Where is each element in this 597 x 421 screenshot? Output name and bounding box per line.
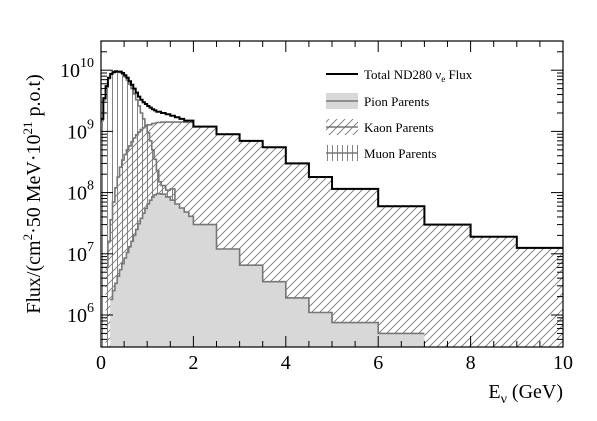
series-layer: [101, 70, 563, 348]
y-tick-label: 107: [67, 240, 94, 266]
series-line-total: [101, 70, 563, 249]
x-tick-label: 8: [466, 352, 476, 374]
x-axis-title: Eν (GeV): [488, 381, 563, 407]
x-tick-label: 10: [553, 352, 573, 374]
legend-label-kaon: Kaon Parents: [364, 120, 434, 135]
legend-label-total: Total ND280 νe Flux: [364, 67, 473, 84]
x-tick-label: 0: [96, 352, 106, 374]
series-outline-pion: [110, 192, 425, 335]
x-tick-label: 6: [373, 352, 383, 374]
legend-label-muon: Muon Parents: [364, 146, 437, 161]
y-axis: 106 107 108 109 1010: [60, 40, 563, 348]
x-tick-label: 2: [188, 352, 198, 374]
series-fill-pion: [110, 193, 425, 347]
legend-item-muon: Muon Parents: [326, 145, 437, 161]
y-tick-label: 109: [67, 117, 94, 143]
legend: Total ND280 νe Flux Pion Parents Kaon Pa…: [326, 67, 473, 161]
y-tick-label: 1010: [60, 56, 94, 82]
legend-item-kaon: Kaon Parents: [326, 119, 434, 135]
y-axis-title: Flux/(cm2·50 MeV·1021 p.o.t): [20, 74, 45, 314]
y-tick-label: 106: [67, 301, 94, 327]
x-tick-label: 4: [281, 352, 291, 374]
x-axis: 0 2 4 6 8 10: [96, 41, 573, 374]
legend-label-pion: Pion Parents: [364, 94, 429, 109]
legend-item-total: Total ND280 νe Flux: [326, 67, 473, 84]
legend-item-pion: Pion Parents: [326, 93, 429, 109]
y-tick-label: 108: [67, 179, 94, 205]
